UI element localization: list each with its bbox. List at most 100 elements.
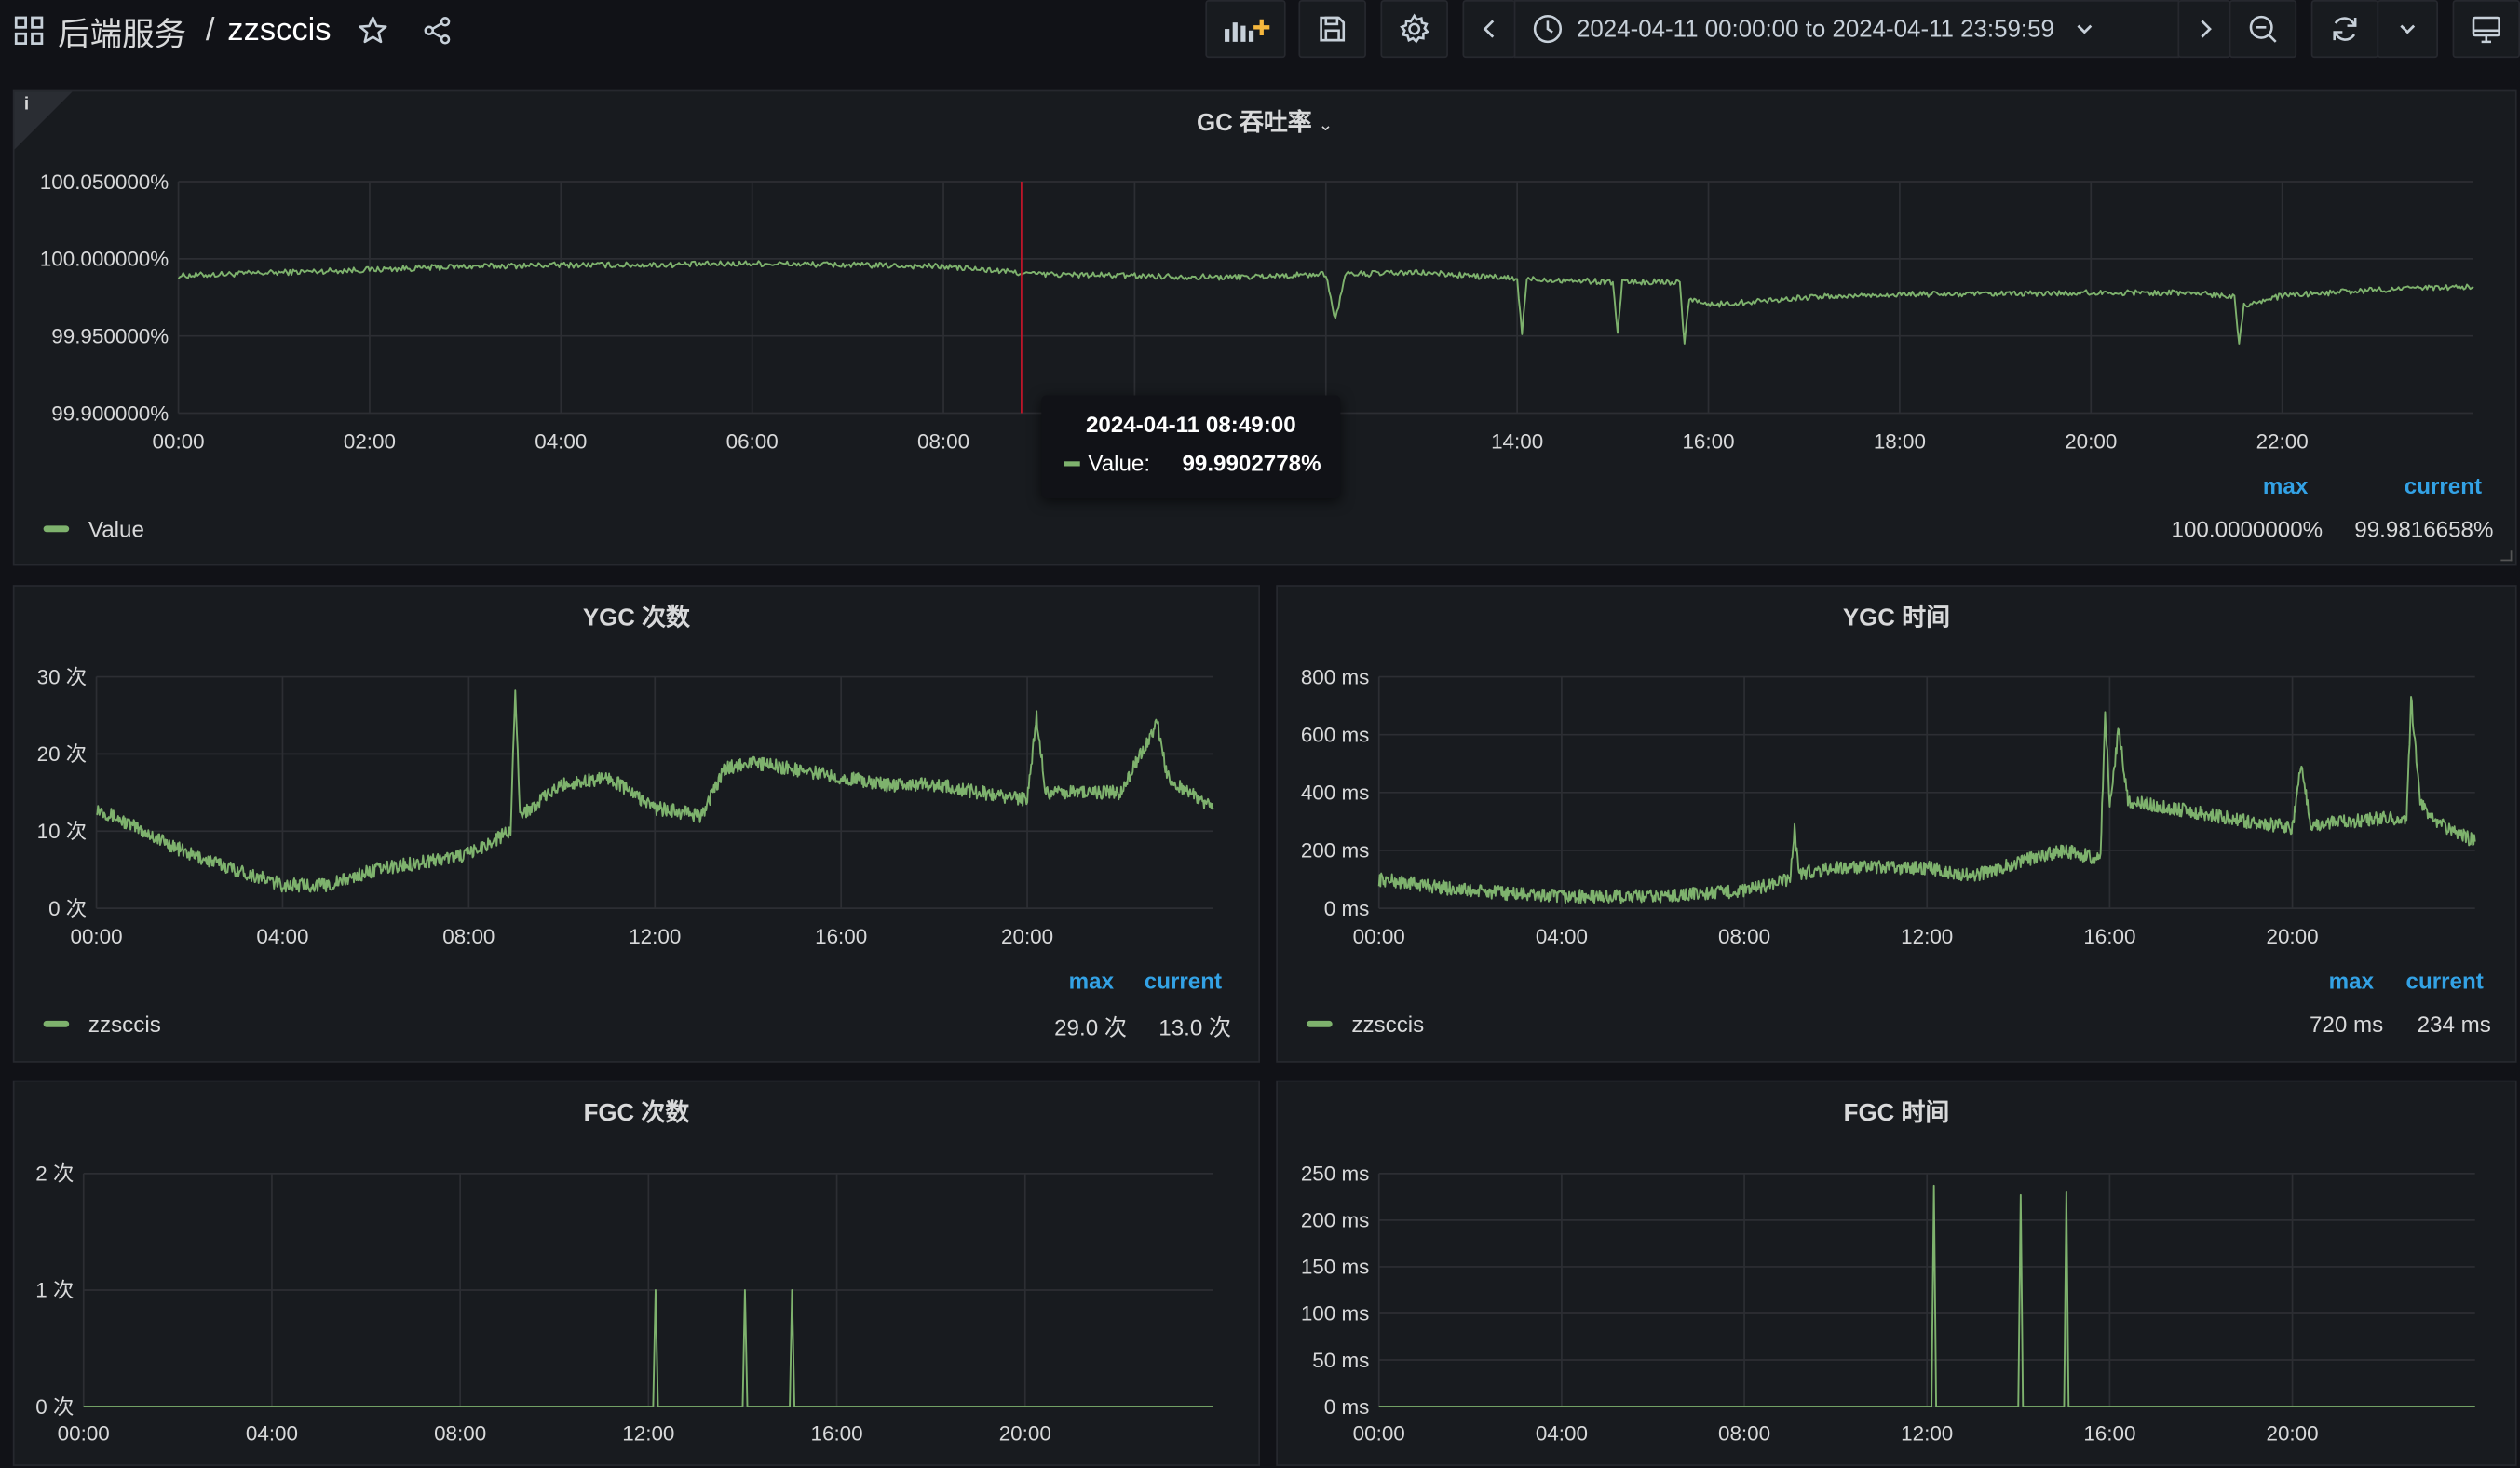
legend-value-current: 99.9816658% bbox=[2354, 515, 2494, 542]
legend-header-current[interactable]: current bbox=[1144, 967, 1223, 994]
x-tick-label: 04:00 bbox=[1536, 1421, 1588, 1445]
y-tick-label: 99.950000% bbox=[51, 324, 169, 347]
x-tick-label: 12:00 bbox=[622, 1421, 674, 1445]
fgc-count-panel: FGC 次数 0 次 1 次 2 次 00:00 04:00 08:00 12:00 16:0… bbox=[12, 1080, 1262, 1467]
x-tick-label: 08:00 bbox=[1718, 925, 1770, 948]
panel-title[interactable]: YGC 次数 bbox=[582, 604, 690, 632]
time-shift-forward-button[interactable] bbox=[2177, 0, 2231, 59]
legend-item[interactable]: zzsccis bbox=[1307, 1011, 1425, 1038]
legend-value-max: 720 ms bbox=[2309, 1011, 2384, 1038]
y-tick-label: 1 次 bbox=[35, 1279, 74, 1302]
x-tick-label: 16:00 bbox=[1682, 429, 1734, 453]
refresh-button[interactable] bbox=[2310, 0, 2379, 59]
chevron-down-icon bbox=[2074, 18, 2096, 40]
time-shift-back-button[interactable] bbox=[1462, 0, 1516, 59]
ygc-time-chart[interactable]: 0 ms 200 ms 400 ms 600 ms 800 ms 00:00 04:00 08… bbox=[1278, 587, 2518, 1065]
share-icon[interactable] bbox=[421, 15, 454, 48]
y-tick-label: 50 ms bbox=[1312, 1349, 1369, 1372]
panel-title-text: GC 吞吐率 bbox=[1196, 109, 1312, 137]
legend-item[interactable]: Value bbox=[43, 516, 144, 542]
x-tick-label: 20:00 bbox=[2267, 925, 2319, 948]
top-navbar: 后端服务 / zzsccis bbox=[0, 0, 2520, 64]
x-tick-label: 18:00 bbox=[1874, 429, 1926, 453]
fgc-count-chart[interactable]: 0 次 1 次 2 次 00:00 04:00 08:00 12:00 16:00 20:00 bbox=[15, 1081, 1262, 1467]
tv-icon bbox=[2471, 13, 2503, 46]
add-panel-button[interactable] bbox=[1205, 0, 1286, 59]
time-range-text: 2024-04-11 00:00:00 to 2024-04-11 23:59:… bbox=[1577, 15, 2054, 43]
panel-info-corner[interactable] bbox=[14, 91, 73, 150]
series-line bbox=[96, 689, 1214, 893]
breadcrumb-folder-link[interactable]: 后端服务 bbox=[58, 17, 187, 53]
legend-value-max: 29.0 次 bbox=[1054, 1013, 1128, 1040]
x-tick-label: 12:00 bbox=[629, 925, 681, 948]
y-tick-label: 10 次 bbox=[37, 820, 88, 843]
tv-mode-button[interactable] bbox=[2452, 0, 2520, 59]
chevron-right-icon bbox=[2195, 16, 2215, 42]
ygc-time-panel: YGC 时间 0 ms 200 ms 400 ms 600 ms 800 ms 00:00… bbox=[1276, 585, 2518, 1065]
x-tick-label: 06:00 bbox=[726, 429, 779, 453]
legend-header-max[interactable]: max bbox=[1068, 967, 1115, 994]
ygc-count-chart[interactable]: 0 次 10 次 20 次 30 次 00:00 04:00 08:00 12:00 16:00… bbox=[15, 587, 1262, 1065]
x-tick-label: 04:00 bbox=[1536, 925, 1588, 948]
ygc-count-panel: YGC 次数 0 次 10 次 20 次 30 次 00:00 04:00 08:00 12:… bbox=[12, 585, 1262, 1065]
fgc-time-chart[interactable]: 0 ms 50 ms 100 ms 150 ms 200 ms 250 ms 00:00 04… bbox=[1278, 1081, 2518, 1467]
legend-label: zzsccis bbox=[1351, 1011, 1425, 1038]
x-tick-label: 04:00 bbox=[535, 429, 587, 453]
y-tick-label: 600 ms bbox=[1301, 723, 1370, 746]
tooltip-label: Value: bbox=[1088, 450, 1151, 476]
add-panel-icon bbox=[1222, 13, 1270, 46]
legend-header-max[interactable]: max bbox=[2262, 472, 2309, 498]
panel-title[interactable]: YGC 时间 bbox=[1842, 604, 1950, 632]
y-tick-label: 250 ms bbox=[1301, 1162, 1370, 1186]
grid-icon[interactable] bbox=[13, 15, 46, 48]
y-tick-label: 30 次 bbox=[37, 665, 88, 688]
gc-throughput-chart[interactable]: 99.900000% 99.950000% 100.000000% 100.05000… bbox=[15, 91, 2519, 567]
legend-header-current[interactable]: current bbox=[2405, 967, 2484, 994]
x-tick-label: 02:00 bbox=[344, 429, 396, 453]
y-tick-label: 0 次 bbox=[35, 1395, 74, 1419]
x-tick-label: 08:00 bbox=[1718, 1421, 1770, 1445]
x-tick-label: 20:00 bbox=[999, 1421, 1051, 1445]
panel-resize-handle[interactable] bbox=[2500, 550, 2513, 562]
legend-value-max: 100.0000000% bbox=[2171, 515, 2324, 542]
x-tick-label: 04:00 bbox=[246, 1421, 298, 1445]
x-tick-label: 20:00 bbox=[2267, 1421, 2319, 1445]
tooltip-time: 2024-04-11 08:49:00 bbox=[1085, 411, 1296, 438]
dashboard-title[interactable]: zzsccis bbox=[227, 11, 332, 48]
chevron-down-icon bbox=[2396, 18, 2418, 40]
panel-title[interactable]: FGC 次数 bbox=[583, 1099, 690, 1127]
y-tick-label: 100.000000% bbox=[40, 248, 169, 271]
x-tick-label: 16:00 bbox=[2083, 1421, 2135, 1445]
x-tick-label: 00:00 bbox=[58, 1421, 110, 1445]
legend-value-current: 234 ms bbox=[2417, 1011, 2491, 1038]
save-dashboard-button[interactable] bbox=[1298, 0, 1366, 59]
y-tick-label: 100.050000% bbox=[40, 170, 169, 194]
time-range-picker[interactable]: 2024-04-11 00:00:00 to 2024-04-11 23:59:… bbox=[1513, 0, 2180, 59]
refresh-interval-picker[interactable] bbox=[2377, 0, 2439, 59]
info-icon[interactable]: i bbox=[23, 94, 30, 115]
x-tick-label: 00:00 bbox=[70, 925, 122, 948]
chevron-left-icon bbox=[1480, 16, 1499, 42]
y-tick-label: 800 ms bbox=[1301, 665, 1370, 688]
legend-swatch bbox=[43, 525, 70, 533]
legend-swatch bbox=[43, 1020, 70, 1027]
legend-header-current[interactable]: current bbox=[2404, 472, 2483, 498]
legend-header-max[interactable]: max bbox=[2328, 967, 2375, 994]
save-icon bbox=[1316, 13, 1348, 46]
dashboard-settings-button[interactable] bbox=[1380, 0, 1448, 59]
panel-title[interactable]: FGC 时间 bbox=[1843, 1099, 1950, 1127]
y-tick-label: 100 ms bbox=[1301, 1302, 1370, 1325]
legend-swatch bbox=[1307, 1020, 1333, 1027]
zoom-out-button[interactable] bbox=[2229, 0, 2297, 59]
breadcrumb: 后端服务 / zzsccis bbox=[13, 7, 454, 55]
legend-item[interactable]: zzsccis bbox=[43, 1012, 161, 1037]
panel-title[interactable]: GC 吞吐率 ⌄ bbox=[15, 104, 2515, 138]
x-tick-label: 08:00 bbox=[917, 429, 969, 453]
chevron-down-icon: ⌄ bbox=[1318, 116, 1334, 135]
breadcrumb-separator: / bbox=[205, 11, 215, 48]
y-tick-label: 0 ms bbox=[1324, 897, 1370, 920]
x-tick-label: 04:00 bbox=[256, 925, 308, 948]
y-tick-label: 20 次 bbox=[37, 742, 88, 766]
x-tick-label: 14:00 bbox=[1491, 429, 1543, 453]
star-icon[interactable] bbox=[357, 15, 389, 48]
